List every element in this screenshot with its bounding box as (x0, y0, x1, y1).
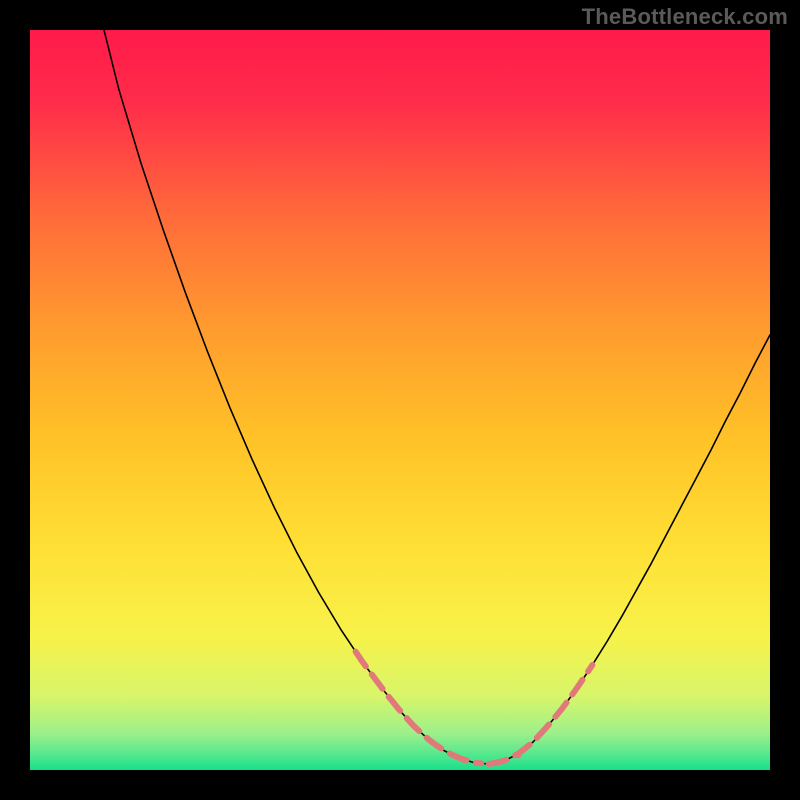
watermark-text: TheBottleneck.com (582, 4, 788, 30)
plot-area-gradient (30, 30, 770, 770)
chart-stage: TheBottleneck.com (0, 0, 800, 800)
dash-dot-2 (515, 752, 521, 758)
bottleneck-chart-svg (0, 0, 800, 800)
dash-dot-1 (490, 760, 496, 766)
dash-dot-0 (460, 757, 466, 763)
